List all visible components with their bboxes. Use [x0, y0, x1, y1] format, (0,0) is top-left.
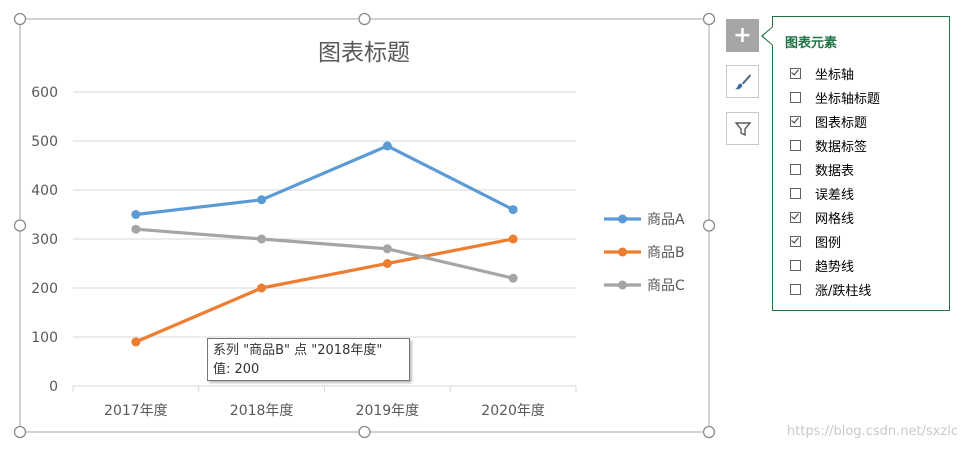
- y-tick-label: 0: [49, 379, 58, 395]
- x-tick-label: 2018年度: [230, 403, 294, 419]
- option-label: 坐标轴标题: [815, 91, 881, 107]
- y-tick-label: 200: [31, 281, 58, 297]
- chart-element-option[interactable]: 坐标轴: [790, 61, 880, 85]
- y-tick-label: 500: [31, 134, 58, 150]
- resize-handle[interactable]: [702, 219, 716, 232]
- plus-icon: +: [733, 22, 752, 48]
- checkbox[interactable]: [790, 187, 801, 199]
- chart-element-option[interactable]: 误差线: [790, 181, 880, 205]
- resize-handle[interactable]: [702, 12, 716, 26]
- data-point[interactable]: [508, 234, 518, 244]
- checkbox[interactable]: [790, 235, 801, 247]
- brush-icon: [734, 73, 751, 89]
- option-label: 网格线: [815, 211, 855, 227]
- checkbox[interactable]: [790, 67, 801, 79]
- checkbox[interactable]: [790, 115, 801, 127]
- checkbox[interactable]: [790, 259, 801, 271]
- chart-element-option[interactable]: 图表标题: [790, 109, 880, 133]
- resize-handle[interactable]: [13, 425, 27, 439]
- series-line-2[interactable]: [135, 227, 514, 280]
- panel-pointer-inner: [763, 27, 773, 45]
- data-point[interactable]: [131, 337, 141, 347]
- panel-title: 图表元素: [785, 36, 838, 51]
- data-point[interactable]: [382, 141, 392, 151]
- y-tick-label: 300: [31, 232, 58, 248]
- option-label: 数据标签: [815, 139, 868, 155]
- chart-element-option[interactable]: 数据标签: [790, 133, 880, 157]
- data-point[interactable]: [131, 224, 141, 234]
- chart-element-option[interactable]: 网格线: [790, 205, 880, 229]
- data-point[interactable]: [508, 273, 518, 283]
- watermark: https://blog.csdn.net/sxzlc: [786, 424, 958, 439]
- resize-handle[interactable]: [13, 219, 27, 232]
- option-label: 数据表: [815, 163, 855, 179]
- data-point[interactable]: [257, 195, 267, 205]
- option-label: 涨/跌柱线: [815, 283, 872, 299]
- series-line-0[interactable]: [135, 144, 514, 217]
- data-point[interactable]: [508, 205, 518, 215]
- checkbox[interactable]: [790, 211, 801, 223]
- resize-handle[interactable]: [13, 12, 27, 26]
- checkbox[interactable]: [790, 163, 801, 175]
- legend-label[interactable]: 商品B: [647, 245, 685, 261]
- option-label: 坐标轴: [815, 67, 855, 83]
- legend-label[interactable]: 商品A: [647, 212, 685, 228]
- option-label: 趋势线: [815, 259, 855, 275]
- tooltip-series-point: 系列 "商品B" 点 "2018年度": [213, 343, 383, 358]
- data-point[interactable]: [382, 259, 392, 268]
- chart-title[interactable]: 图表标题: [318, 40, 410, 66]
- y-tick-label: 600: [31, 85, 58, 101]
- x-tick-label: 2017年度: [104, 403, 168, 419]
- data-point-tooltip: 系列 "商品B" 点 "2018年度" 值: 200: [207, 338, 410, 381]
- chart-element-option[interactable]: 坐标轴标题: [790, 85, 880, 109]
- series-line-1[interactable]: [135, 237, 514, 344]
- legend-marker: [618, 280, 627, 290]
- chart-element-option[interactable]: 涨/跌柱线: [790, 277, 880, 301]
- option-label: 误差线: [815, 187, 855, 203]
- tooltip-value: 值: 200: [213, 362, 260, 377]
- resize-handle[interactable]: [358, 425, 371, 439]
- checkbox[interactable]: [790, 283, 801, 295]
- resize-handle[interactable]: [702, 425, 716, 439]
- x-tick-label: 2020年度: [481, 403, 545, 419]
- checkbox[interactable]: [790, 139, 801, 151]
- chart-styles-button[interactable]: [726, 65, 759, 98]
- legend-label[interactable]: 商品C: [647, 278, 685, 294]
- checkbox[interactable]: [790, 91, 801, 103]
- data-point[interactable]: [382, 244, 392, 254]
- option-label: 图表标题: [815, 115, 868, 131]
- filter-icon: [734, 121, 751, 136]
- legend-marker: [618, 247, 627, 257]
- chart-elements-list: 坐标轴坐标轴标题图表标题数据标签数据表误差线网格线图例趋势线涨/跌柱线: [790, 61, 880, 301]
- chart-filters-button[interactable]: [726, 112, 759, 145]
- resize-handle[interactable]: [358, 12, 371, 26]
- data-point[interactable]: [131, 210, 141, 219]
- y-tick-label: 400: [31, 183, 58, 199]
- legend-marker: [618, 214, 627, 224]
- y-tick-label: 100: [31, 330, 58, 346]
- x-tick-label: 2019年度: [356, 403, 420, 419]
- option-label: 图例: [815, 235, 842, 251]
- chart-element-option[interactable]: 图例: [790, 229, 880, 253]
- data-point[interactable]: [257, 234, 267, 244]
- data-point[interactable]: [257, 283, 267, 293]
- chart-elements-panel: 图表元素 坐标轴坐标轴标题图表标题数据标签数据表误差线网格线图例趋势线涨/跌柱线: [772, 16, 950, 311]
- chart-element-option[interactable]: 趋势线: [790, 253, 880, 277]
- chart-element-option[interactable]: 数据表: [790, 157, 880, 181]
- add-chart-element-button[interactable]: +: [726, 19, 759, 52]
